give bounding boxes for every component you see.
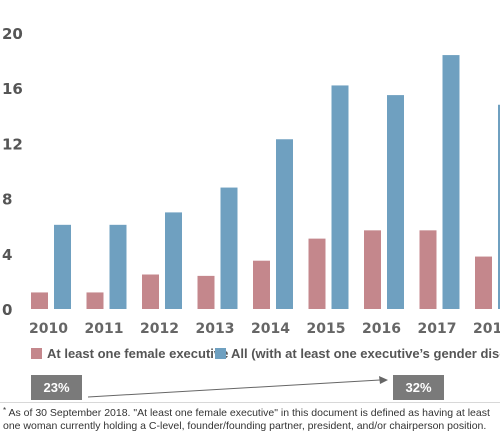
x-tick-label: 2011 [85,321,124,337]
x-tick-label: 2010 [29,321,68,337]
y-tick-label: 0 [2,301,12,319]
y-axis: 0 4 8 12 16 20 [2,25,23,319]
footnote-marker: * [3,406,7,415]
end-percent-label: 32% [405,380,431,395]
y-tick-label: 20 [2,25,23,43]
start-percent-badge [31,375,82,400]
legend-label-all: All (with at least one executive’s gende… [231,346,500,361]
legend-swatch-all [215,348,226,359]
bar-female-executive [364,230,381,309]
bar-female-executive [253,260,270,309]
x-tick-label: 2018* [473,320,500,337]
x-tick-label: 2012 [140,321,179,337]
bar-female-executive [308,238,326,309]
x-tick-label: 2014 [251,321,290,337]
footnote: * As of 30 September 2018. "At least one… [0,404,500,444]
bar-female-executive [86,292,104,309]
bar-all-disclosed [331,85,349,309]
bar-all-disclosed [498,104,500,309]
growth-arrow-head [379,376,388,384]
legend: At least one female executive All (with … [31,346,500,361]
x-tick-label: 2016 [362,321,401,337]
bar-all-disclosed [220,187,238,309]
bar-all-disclosed [165,212,182,309]
x-tick-label: 2015 [307,321,346,337]
x-tick-label: 2017 [418,321,457,337]
bar-female-executive [475,256,492,309]
y-tick-label: 8 [2,191,12,209]
y-tick-label: 4 [2,246,12,264]
bar-female-executive [142,274,159,309]
x-axis: 2010 2011 2012 2013 2014 2015 2016 2017 2018* [29,320,500,337]
bars [31,55,500,309]
growth-annotation: 23% 32% [31,375,444,400]
footnote-divider [0,402,500,403]
end-percent-badge [393,375,444,400]
bar-all-disclosed [109,224,127,309]
legend-swatch-female [31,348,42,359]
bar-all-disclosed [442,55,460,309]
bar-all-disclosed [54,224,71,309]
growth-arrow-line [87,379,381,398]
footnote-text: As of 30 September 2018. "At least one f… [3,407,490,432]
x-tick-label: 2013 [196,321,235,337]
bar-female-executive [197,275,215,309]
bar-all-disclosed [276,139,293,309]
start-percent-label: 23% [43,380,69,395]
y-tick-label: 16 [2,80,23,98]
bar-all-disclosed [387,95,404,309]
y-tick-label: 12 [2,135,23,153]
legend-label-female: At least one female executive [47,346,228,361]
bar-female-executive [419,230,437,309]
bar-female-executive [31,292,48,309]
